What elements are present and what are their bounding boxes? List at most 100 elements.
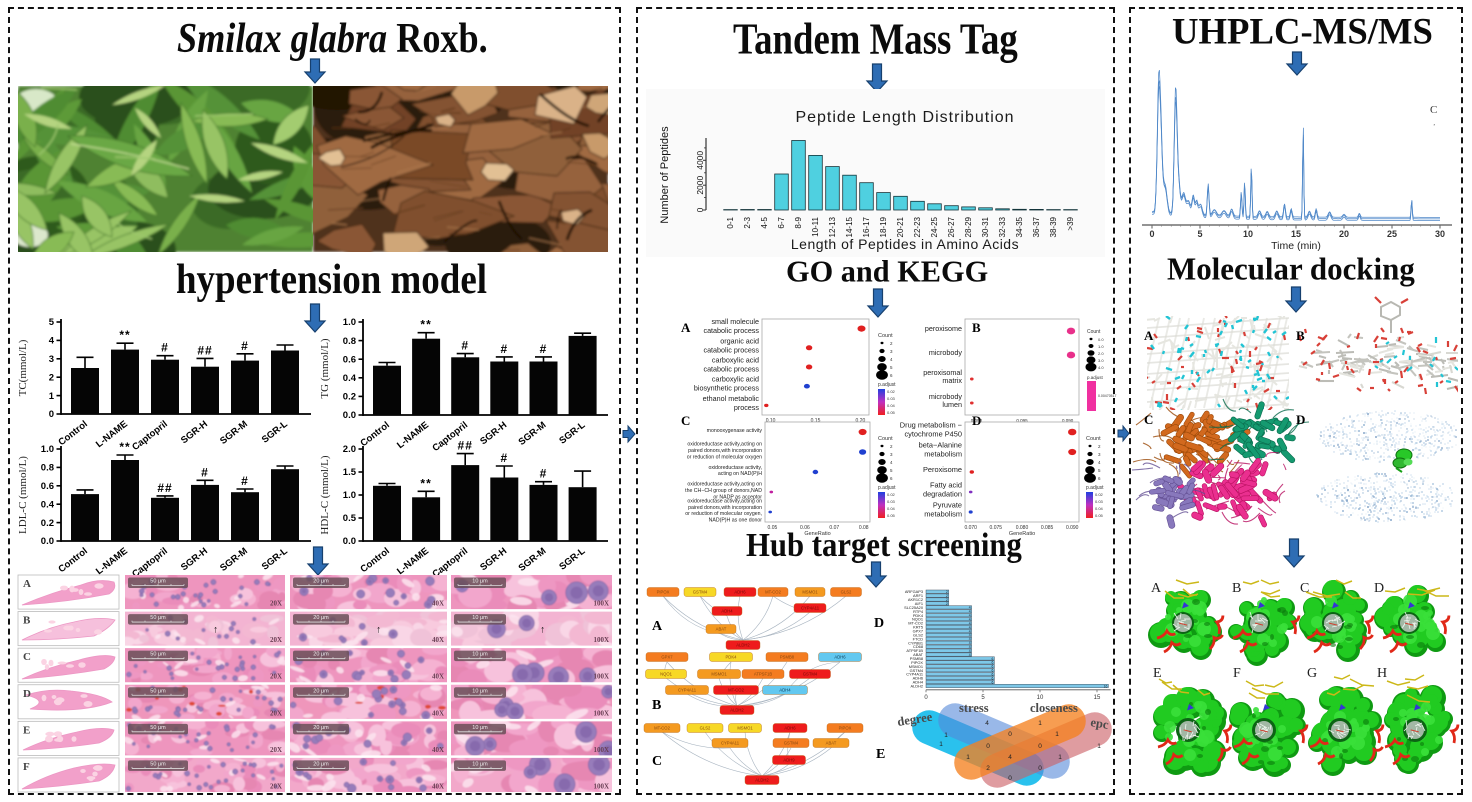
svg-text:0.5: 0.5 bbox=[343, 513, 357, 524]
svg-text:2: 2 bbox=[946, 598, 948, 602]
svg-text:0.090: 0.090 bbox=[971, 418, 983, 423]
svg-text:Smilax glabra Roxb.: Smilax glabra Roxb. bbox=[177, 14, 488, 61]
svg-text:0.05: 0.05 bbox=[887, 410, 896, 415]
svg-text:Fatty acid: Fatty acid bbox=[930, 480, 962, 489]
svg-text:microbody: microbody bbox=[929, 392, 963, 401]
svg-text:MSMO1: MSMO1 bbox=[802, 590, 818, 595]
svg-text:GLS2: GLS2 bbox=[700, 726, 711, 731]
svg-text:25: 25 bbox=[1387, 229, 1397, 239]
svg-text:1.0: 1.0 bbox=[41, 444, 54, 455]
svg-text:L-NAME: L-NAME bbox=[395, 546, 431, 577]
svg-text:1: 1 bbox=[966, 754, 970, 761]
svg-text:20 μm: 20 μm bbox=[313, 652, 329, 658]
svg-text:10: 10 bbox=[1037, 695, 1044, 701]
svg-text:0.02: 0.02 bbox=[887, 492, 896, 497]
svg-text:0.4: 0.4 bbox=[343, 373, 357, 384]
svg-text:A: A bbox=[1151, 581, 1162, 596]
svg-text:5: 5 bbox=[1098, 468, 1101, 473]
svg-text:50 μm: 50 μm bbox=[150, 761, 166, 767]
svg-text:Control: Control bbox=[56, 546, 89, 575]
svg-text:#: # bbox=[201, 465, 209, 479]
svg-text:0.8: 0.8 bbox=[41, 463, 54, 474]
svg-text:100X: 100X bbox=[593, 636, 609, 644]
svg-text:PIPOX: PIPOX bbox=[657, 590, 670, 595]
svg-text:D: D bbox=[23, 688, 31, 700]
svg-text:26-27: 26-27 bbox=[947, 216, 956, 237]
svg-text:**: ** bbox=[420, 476, 431, 490]
svg-text:closeness: closeness bbox=[1030, 701, 1078, 715]
svg-text:15: 15 bbox=[1291, 229, 1301, 239]
svg-text:C: C bbox=[23, 651, 31, 663]
svg-text:GSTM4: GSTM4 bbox=[910, 668, 924, 673]
svg-text:paired donors,with incorporati: paired donors,with incorporation bbox=[688, 448, 762, 454]
svg-text:50 μm: 50 μm bbox=[150, 688, 166, 694]
svg-text:100X: 100X bbox=[593, 600, 609, 608]
svg-text:TG (mmol/L): TG (mmol/L) bbox=[319, 338, 331, 399]
svg-text:6-7: 6-7 bbox=[777, 216, 786, 228]
svg-text:ABAT: ABAT bbox=[913, 652, 923, 657]
svg-text:ALDH2: ALDH2 bbox=[910, 684, 923, 689]
svg-text:GPX7: GPX7 bbox=[913, 629, 923, 634]
svg-text:metabolism: metabolism bbox=[924, 510, 962, 519]
svg-text:HDL-C (mmol/L): HDL-C (mmol/L) bbox=[319, 455, 331, 534]
svg-text:Time (min): Time (min) bbox=[1271, 240, 1321, 252]
svg-text:0.4: 0.4 bbox=[41, 499, 55, 510]
svg-text:0: 0 bbox=[1008, 731, 1012, 738]
svg-text:34-35: 34-35 bbox=[1015, 216, 1024, 237]
svg-text:10 μm: 10 μm bbox=[472, 615, 488, 621]
svg-text:‚: ‚ bbox=[1433, 119, 1435, 127]
svg-text:CYP4A11: CYP4A11 bbox=[678, 688, 697, 693]
svg-text:peroxisomal: peroxisomal bbox=[923, 368, 962, 377]
svg-text:B: B bbox=[1232, 581, 1241, 596]
svg-text:acting on NAD(P)H: acting on NAD(P)H bbox=[718, 471, 762, 477]
svg-text:F: F bbox=[23, 761, 30, 773]
svg-text:1.0: 1.0 bbox=[1098, 344, 1104, 349]
svg-text:50 μm: 50 μm bbox=[150, 725, 166, 731]
svg-text:Molecular docking: Molecular docking bbox=[1167, 251, 1415, 286]
svg-text:20X: 20X bbox=[270, 673, 282, 681]
svg-text:ADH6: ADH6 bbox=[834, 655, 846, 660]
svg-text:0.0: 0.0 bbox=[41, 536, 54, 547]
svg-text:100X: 100X bbox=[593, 709, 609, 717]
svg-text:small molecule: small molecule bbox=[711, 317, 759, 326]
svg-text:0.03: 0.03 bbox=[887, 499, 896, 504]
svg-text:SGR-M: SGR-M bbox=[517, 546, 549, 574]
svg-text:GLS2: GLS2 bbox=[841, 590, 852, 595]
svg-text:0.05: 0.05 bbox=[887, 513, 896, 518]
svg-text:Drug metabolism −: Drug metabolism − bbox=[900, 420, 962, 429]
svg-text:A: A bbox=[23, 578, 31, 590]
svg-text:B: B bbox=[652, 698, 661, 713]
svg-text:G: G bbox=[1307, 666, 1317, 681]
svg-text:1: 1 bbox=[1058, 754, 1062, 761]
svg-text:0.07: 0.07 bbox=[829, 525, 839, 531]
svg-text:4: 4 bbox=[969, 629, 971, 633]
svg-text:0.095: 0.095 bbox=[1016, 418, 1028, 423]
svg-text:ADH6: ADH6 bbox=[913, 676, 923, 681]
svg-text:catabolic process: catabolic process bbox=[703, 326, 759, 335]
svg-text:#: # bbox=[241, 339, 249, 353]
svg-text:peroxisome: peroxisome bbox=[925, 324, 962, 333]
svg-text:0.03: 0.03 bbox=[887, 396, 896, 401]
svg-text:16-17: 16-17 bbox=[862, 216, 871, 237]
svg-text:30: 30 bbox=[1435, 229, 1445, 239]
svg-text:oxidoreductase activity,acting: oxidoreductase activity,acting on bbox=[687, 442, 762, 448]
svg-text:##: ## bbox=[157, 481, 172, 495]
svg-text:6: 6 bbox=[992, 669, 994, 673]
svg-text:40X: 40X bbox=[432, 783, 444, 791]
svg-text:4000: 4000 bbox=[695, 151, 705, 170]
svg-text:0.04: 0.04 bbox=[887, 506, 896, 511]
svg-text:E: E bbox=[1153, 666, 1162, 681]
svg-text:4: 4 bbox=[49, 336, 55, 347]
svg-text:Captopril: Captopril bbox=[430, 546, 470, 580]
svg-text:3: 3 bbox=[890, 452, 893, 457]
svg-text:TC(mmol/L): TC(mmol/L) bbox=[17, 339, 29, 396]
svg-text:GSTM4: GSTM4 bbox=[803, 672, 818, 677]
svg-text:4: 4 bbox=[969, 653, 971, 657]
svg-text:↑: ↑ bbox=[213, 625, 218, 636]
svg-text:0.090: 0.090 bbox=[1066, 525, 1079, 531]
svg-text:2-3: 2-3 bbox=[743, 216, 752, 228]
svg-text:p.adjust: p.adjust bbox=[1087, 375, 1104, 380]
svg-text:or reduction of molecular oxyg: or reduction of molecular oxygen, bbox=[685, 511, 762, 517]
svg-text:20 μm: 20 μm bbox=[313, 761, 329, 767]
svg-text:PSMB8: PSMB8 bbox=[910, 656, 923, 661]
